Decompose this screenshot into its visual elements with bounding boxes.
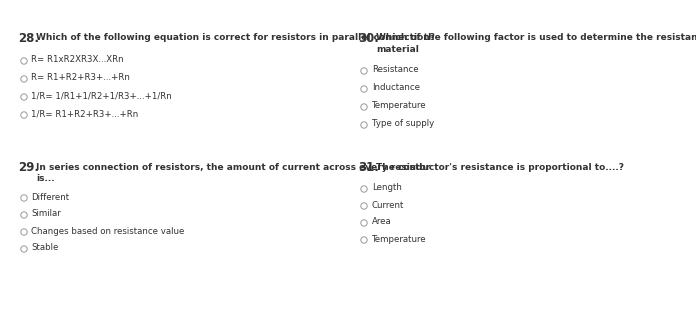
- Text: Temperature: Temperature: [372, 235, 427, 244]
- Text: Area: Area: [372, 218, 392, 227]
- Text: 1/R= 1/R1+1/R2+1/R3+...+1/Rn: 1/R= 1/R1+1/R2+1/R3+...+1/Rn: [31, 91, 172, 100]
- Text: Temperature: Temperature: [372, 101, 427, 110]
- Text: Current: Current: [372, 201, 404, 210]
- Text: 30.: 30.: [358, 31, 379, 45]
- Text: 31.: 31.: [358, 161, 379, 175]
- Text: material: material: [376, 45, 419, 54]
- Text: The conductor's resistance is proportional to....?: The conductor's resistance is proportion…: [376, 163, 624, 172]
- Text: 28.: 28.: [18, 31, 39, 45]
- Text: R= R1+R2+R3+...+Rn: R= R1+R2+R3+...+Rn: [31, 74, 130, 82]
- Text: R= R1xR2XR3X...XRn: R= R1xR2XR3X...XRn: [31, 56, 124, 65]
- Text: Resistance: Resistance: [372, 65, 418, 74]
- Text: In series connection of resistors, the amount of current across every resistor: In series connection of resistors, the a…: [36, 163, 430, 172]
- Text: Which of the following equation is correct for resistors in parallel connection?: Which of the following equation is corre…: [36, 33, 435, 42]
- Text: Similar: Similar: [31, 210, 61, 219]
- Text: Inductance: Inductance: [372, 83, 420, 92]
- Text: Changes based on resistance value: Changes based on resistance value: [31, 227, 184, 236]
- Text: Stable: Stable: [31, 244, 58, 253]
- Text: Length: Length: [372, 184, 402, 193]
- Text: Type of supply: Type of supply: [372, 119, 434, 128]
- Text: Which of the following factor is used to determine the resistance of a: Which of the following factor is used to…: [376, 33, 696, 42]
- Text: is...: is...: [36, 175, 54, 184]
- Text: 29.: 29.: [18, 161, 39, 175]
- Text: 1/R= R1+R2+R3+...+Rn: 1/R= R1+R2+R3+...+Rn: [31, 109, 139, 118]
- Text: Different: Different: [31, 193, 69, 202]
